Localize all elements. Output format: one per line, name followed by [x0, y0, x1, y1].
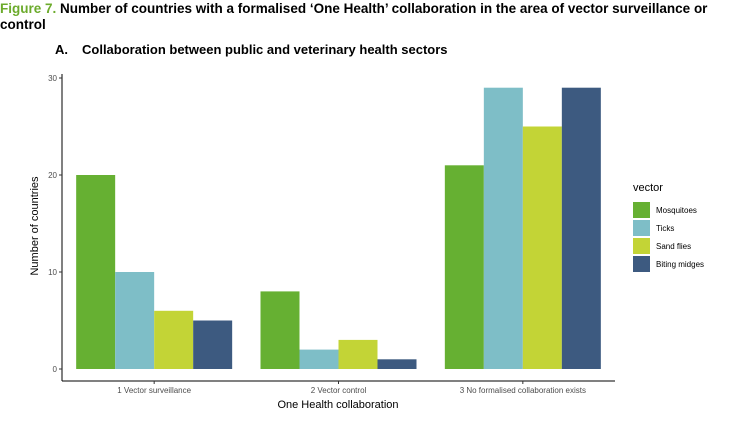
legend-key-mosquitoes	[633, 202, 650, 218]
figure-label: Figure 7.	[0, 1, 57, 16]
legend-label: Mosquitoes	[656, 206, 697, 215]
bar-mosquitoes-3	[444, 165, 484, 369]
bar-sand-flies-1	[154, 310, 194, 369]
bar-sand-flies-2	[338, 339, 378, 369]
axes: 0 10 20 30 1 Vector surveillance 2 Vector con…	[48, 74, 615, 395]
bar-mosquitoes-2	[260, 291, 300, 369]
bar-ticks-2	[299, 349, 339, 369]
legend-label: Ticks	[656, 224, 674, 233]
bar-ticks-3	[483, 87, 523, 369]
legend-label: Sand flies	[656, 242, 691, 251]
legend-key-biting-midges	[633, 256, 650, 272]
y-tick-label: 0	[53, 365, 58, 374]
x-tick-label: 1 Vector surveillance	[117, 386, 191, 395]
y-tick-label: 30	[48, 74, 57, 83]
legend-key-ticks	[633, 220, 650, 236]
bar-biting-midges-1	[193, 320, 233, 369]
x-tick-label: 2 Vector control	[311, 386, 367, 395]
panel-title: A. Collaboration between public and veter…	[55, 42, 448, 57]
bar-ticks-1	[115, 272, 155, 369]
y-axis-title: Number of countries	[29, 176, 41, 276]
y-tick-label: 10	[48, 268, 57, 277]
figure-title: Figure 7. Number of countries with a for…	[0, 1, 740, 33]
legend-title: vector	[633, 182, 663, 194]
panel-label: A.	[55, 42, 68, 57]
bar-mosquitoes-1	[76, 175, 116, 369]
figure-title-text: Number of countries with a formalised ‘O…	[0, 1, 708, 32]
x-axis-title: One Health collaboration	[277, 399, 398, 411]
y-tick-label: 20	[48, 171, 57, 180]
bar-sand-flies-3	[522, 126, 562, 369]
legend: vector Mosquitoes Ticks Sand flies Biting mi…	[633, 182, 704, 272]
legend-key-sand-flies	[633, 238, 650, 254]
panel-title-text: Collaboration between public and veterin…	[82, 42, 448, 57]
bar-group	[76, 87, 601, 369]
x-tick-label: 3 No formalised collaboration exists	[460, 386, 586, 395]
bar-biting-midges-2	[377, 359, 417, 369]
legend-label: Biting midges	[656, 260, 704, 269]
bar-biting-midges-3	[561, 87, 601, 369]
